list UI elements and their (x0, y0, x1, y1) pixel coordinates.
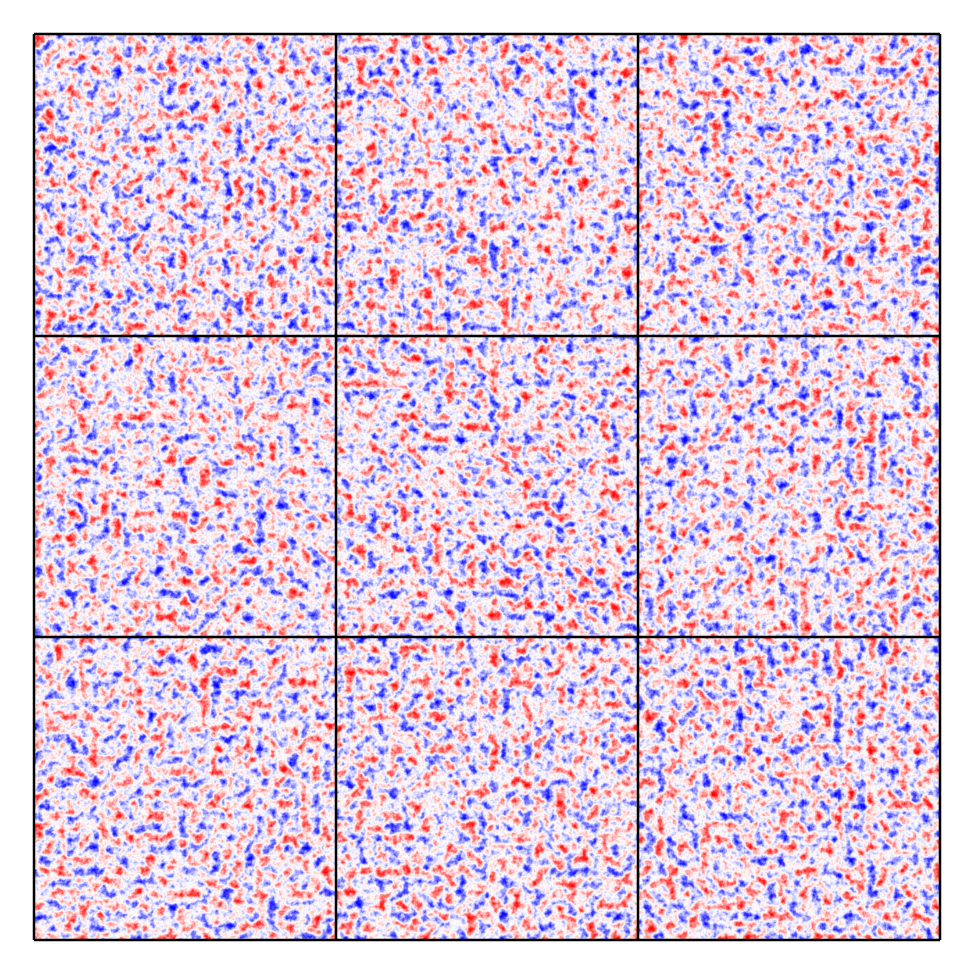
noise-panel (34, 34, 336, 336)
noise-panel (34, 336, 336, 637)
noise-panel (336, 637, 638, 940)
panels (34, 34, 940, 940)
borders (32, 32, 942, 942)
noise-panel (336, 34, 638, 336)
noise-panel (638, 34, 940, 336)
noise-panel (34, 637, 336, 940)
noise-panel (336, 336, 638, 637)
noise-panel (638, 336, 940, 637)
noise-panel (638, 637, 940, 940)
